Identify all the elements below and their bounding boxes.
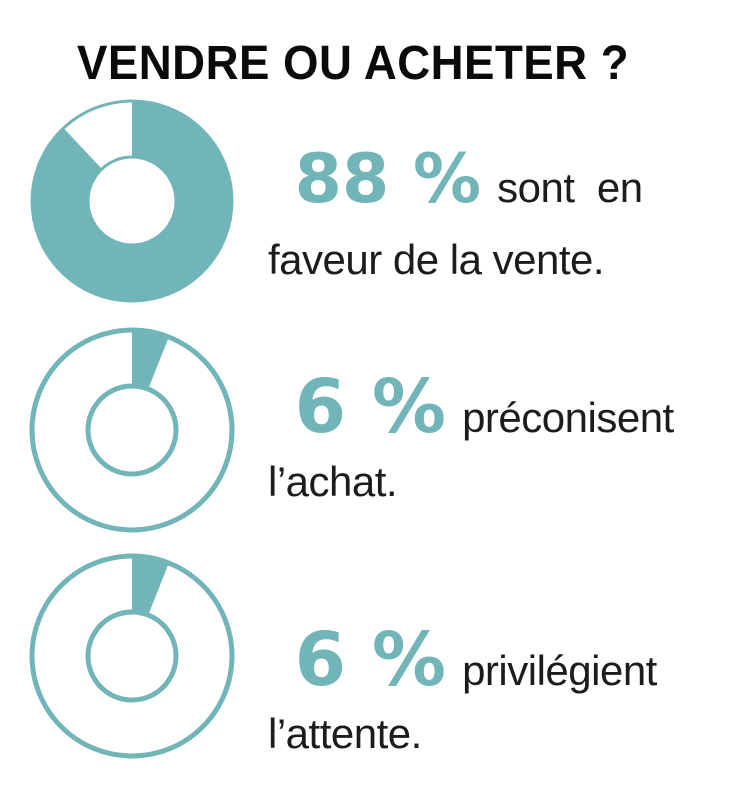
- caption-line-2: l’attente.: [268, 710, 422, 757]
- caption-line-2: faveur de la vente.: [268, 236, 605, 283]
- caption-line-1: 6 % préconisent: [268, 354, 738, 460]
- percent-value: 88 %: [294, 140, 482, 219]
- donut-svg: [29, 553, 235, 759]
- caption-text: privilégient: [462, 647, 657, 694]
- caption-text: sont en: [497, 164, 643, 211]
- caption-text: préconisent: [462, 394, 674, 441]
- donut-chart-achat: [27, 325, 237, 535]
- donut-inner-ring: [86, 155, 178, 247]
- donut-chart-attente: [27, 551, 237, 761]
- donut-inner-ring: [85, 383, 179, 477]
- donut-inner-ring: [85, 609, 179, 703]
- stat-caption-attente: 6 % privilégient l’attente.: [268, 607, 738, 760]
- caption-line-1: 6 % privilégient: [268, 607, 738, 713]
- percent-value: 6 %: [294, 364, 447, 450]
- stat-caption-achat: 6 % préconisent l’achat.: [268, 354, 738, 508]
- caption-line-1: 88 % sont en: [268, 130, 738, 230]
- page-title: VENDRE OU ACHETER ?: [77, 37, 630, 91]
- donut-svg: [29, 327, 235, 533]
- donut-svg: [30, 99, 234, 303]
- stat-caption-vendre: 88 % sont en faveur de la vente.: [268, 130, 738, 286]
- donut-chart-vendre: [27, 96, 237, 306]
- percent-value: 6 %: [294, 617, 447, 703]
- caption-line-2: l’achat.: [268, 458, 398, 505]
